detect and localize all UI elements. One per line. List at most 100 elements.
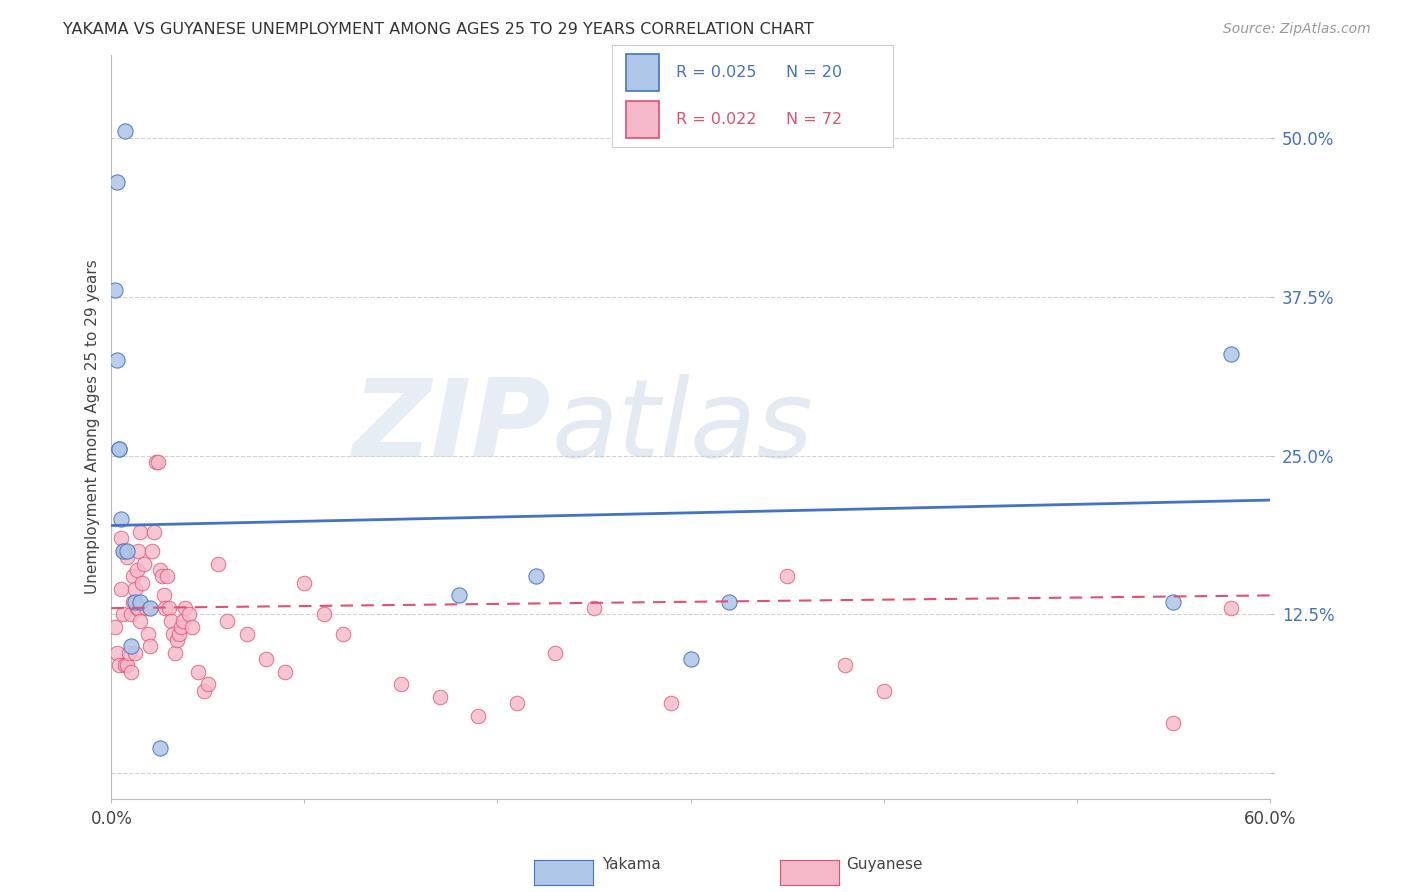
Point bbox=[139, 640, 162, 654]
Point bbox=[170, 620, 193, 634]
Point bbox=[506, 697, 529, 711]
Point bbox=[129, 614, 152, 628]
Point bbox=[524, 569, 547, 583]
Point bbox=[679, 652, 702, 666]
Point bbox=[110, 531, 132, 545]
Point bbox=[235, 626, 257, 640]
Point bbox=[120, 640, 142, 654]
Point bbox=[467, 709, 489, 723]
Point bbox=[274, 665, 297, 679]
Point bbox=[172, 614, 194, 628]
Point bbox=[1220, 601, 1243, 615]
Point bbox=[582, 601, 605, 615]
Point bbox=[105, 646, 128, 660]
Point bbox=[108, 442, 131, 457]
Point bbox=[125, 601, 148, 615]
Point bbox=[120, 665, 142, 679]
Point bbox=[115, 550, 138, 565]
Point bbox=[173, 601, 195, 615]
Text: N = 72: N = 72 bbox=[786, 112, 842, 127]
Point bbox=[121, 569, 143, 583]
Point bbox=[145, 455, 167, 469]
Point bbox=[104, 283, 127, 297]
Point bbox=[447, 589, 470, 603]
Point bbox=[127, 544, 149, 558]
Text: YAKAMA VS GUYANESE UNEMPLOYMENT AMONG AGES 25 TO 29 YEARS CORRELATION CHART: YAKAMA VS GUYANESE UNEMPLOYMENT AMONG AG… bbox=[63, 22, 814, 37]
Text: R = 0.025: R = 0.025 bbox=[676, 65, 756, 79]
Point bbox=[114, 658, 136, 673]
Point bbox=[193, 683, 215, 698]
Point bbox=[127, 601, 149, 615]
Point bbox=[776, 569, 799, 583]
Point bbox=[121, 595, 143, 609]
Point bbox=[207, 557, 229, 571]
Point bbox=[125, 563, 148, 577]
Text: Source: ZipAtlas.com: Source: ZipAtlas.com bbox=[1223, 22, 1371, 37]
Point bbox=[131, 575, 153, 590]
Bar bbox=[626, 54, 659, 91]
Point bbox=[124, 582, 146, 596]
Point bbox=[177, 607, 200, 622]
Point bbox=[124, 646, 146, 660]
Point bbox=[105, 175, 128, 189]
Bar bbox=[626, 101, 659, 138]
Point bbox=[718, 595, 741, 609]
Point bbox=[129, 524, 152, 539]
Point bbox=[129, 595, 152, 609]
Point bbox=[134, 557, 156, 571]
Point bbox=[136, 626, 159, 640]
Point bbox=[149, 741, 172, 756]
Point bbox=[294, 575, 316, 590]
Text: Yakama: Yakama bbox=[602, 857, 661, 872]
Point bbox=[110, 512, 132, 526]
Point bbox=[120, 607, 142, 622]
Point bbox=[160, 614, 183, 628]
Point bbox=[429, 690, 451, 705]
Text: Guyanese: Guyanese bbox=[846, 857, 922, 872]
Point bbox=[142, 524, 165, 539]
Point bbox=[135, 601, 157, 615]
Point bbox=[152, 589, 174, 603]
Point bbox=[155, 601, 177, 615]
Point bbox=[254, 652, 277, 666]
Point bbox=[1161, 595, 1184, 609]
Point bbox=[141, 544, 163, 558]
Y-axis label: Unemployment Among Ages 25 to 29 years: Unemployment Among Ages 25 to 29 years bbox=[86, 260, 100, 594]
Point bbox=[124, 595, 146, 609]
Text: atlas: atlas bbox=[551, 375, 814, 480]
Point bbox=[165, 646, 187, 660]
Point bbox=[659, 697, 682, 711]
Point bbox=[872, 683, 894, 698]
Point bbox=[118, 646, 141, 660]
Point bbox=[111, 544, 134, 558]
Point bbox=[111, 607, 134, 622]
Point bbox=[149, 563, 172, 577]
Point bbox=[114, 124, 136, 138]
Text: R = 0.022: R = 0.022 bbox=[676, 112, 756, 127]
Point bbox=[139, 601, 162, 615]
Point bbox=[105, 353, 128, 368]
Point bbox=[115, 658, 138, 673]
Point bbox=[111, 544, 134, 558]
Point bbox=[1161, 715, 1184, 730]
Point bbox=[110, 582, 132, 596]
Point bbox=[146, 455, 169, 469]
Point bbox=[544, 646, 567, 660]
Point bbox=[1220, 347, 1243, 361]
Point bbox=[108, 442, 131, 457]
Text: ZIP: ZIP bbox=[353, 374, 551, 480]
Point bbox=[114, 544, 136, 558]
Point bbox=[217, 614, 239, 628]
Point bbox=[166, 632, 188, 647]
Text: N = 20: N = 20 bbox=[786, 65, 842, 79]
Point bbox=[162, 626, 184, 640]
Point bbox=[156, 569, 179, 583]
Point bbox=[108, 658, 131, 673]
Point bbox=[197, 677, 219, 691]
Point bbox=[332, 626, 354, 640]
Point bbox=[389, 677, 412, 691]
Point bbox=[834, 658, 856, 673]
Point bbox=[104, 620, 127, 634]
Point bbox=[157, 601, 180, 615]
Point bbox=[181, 620, 204, 634]
